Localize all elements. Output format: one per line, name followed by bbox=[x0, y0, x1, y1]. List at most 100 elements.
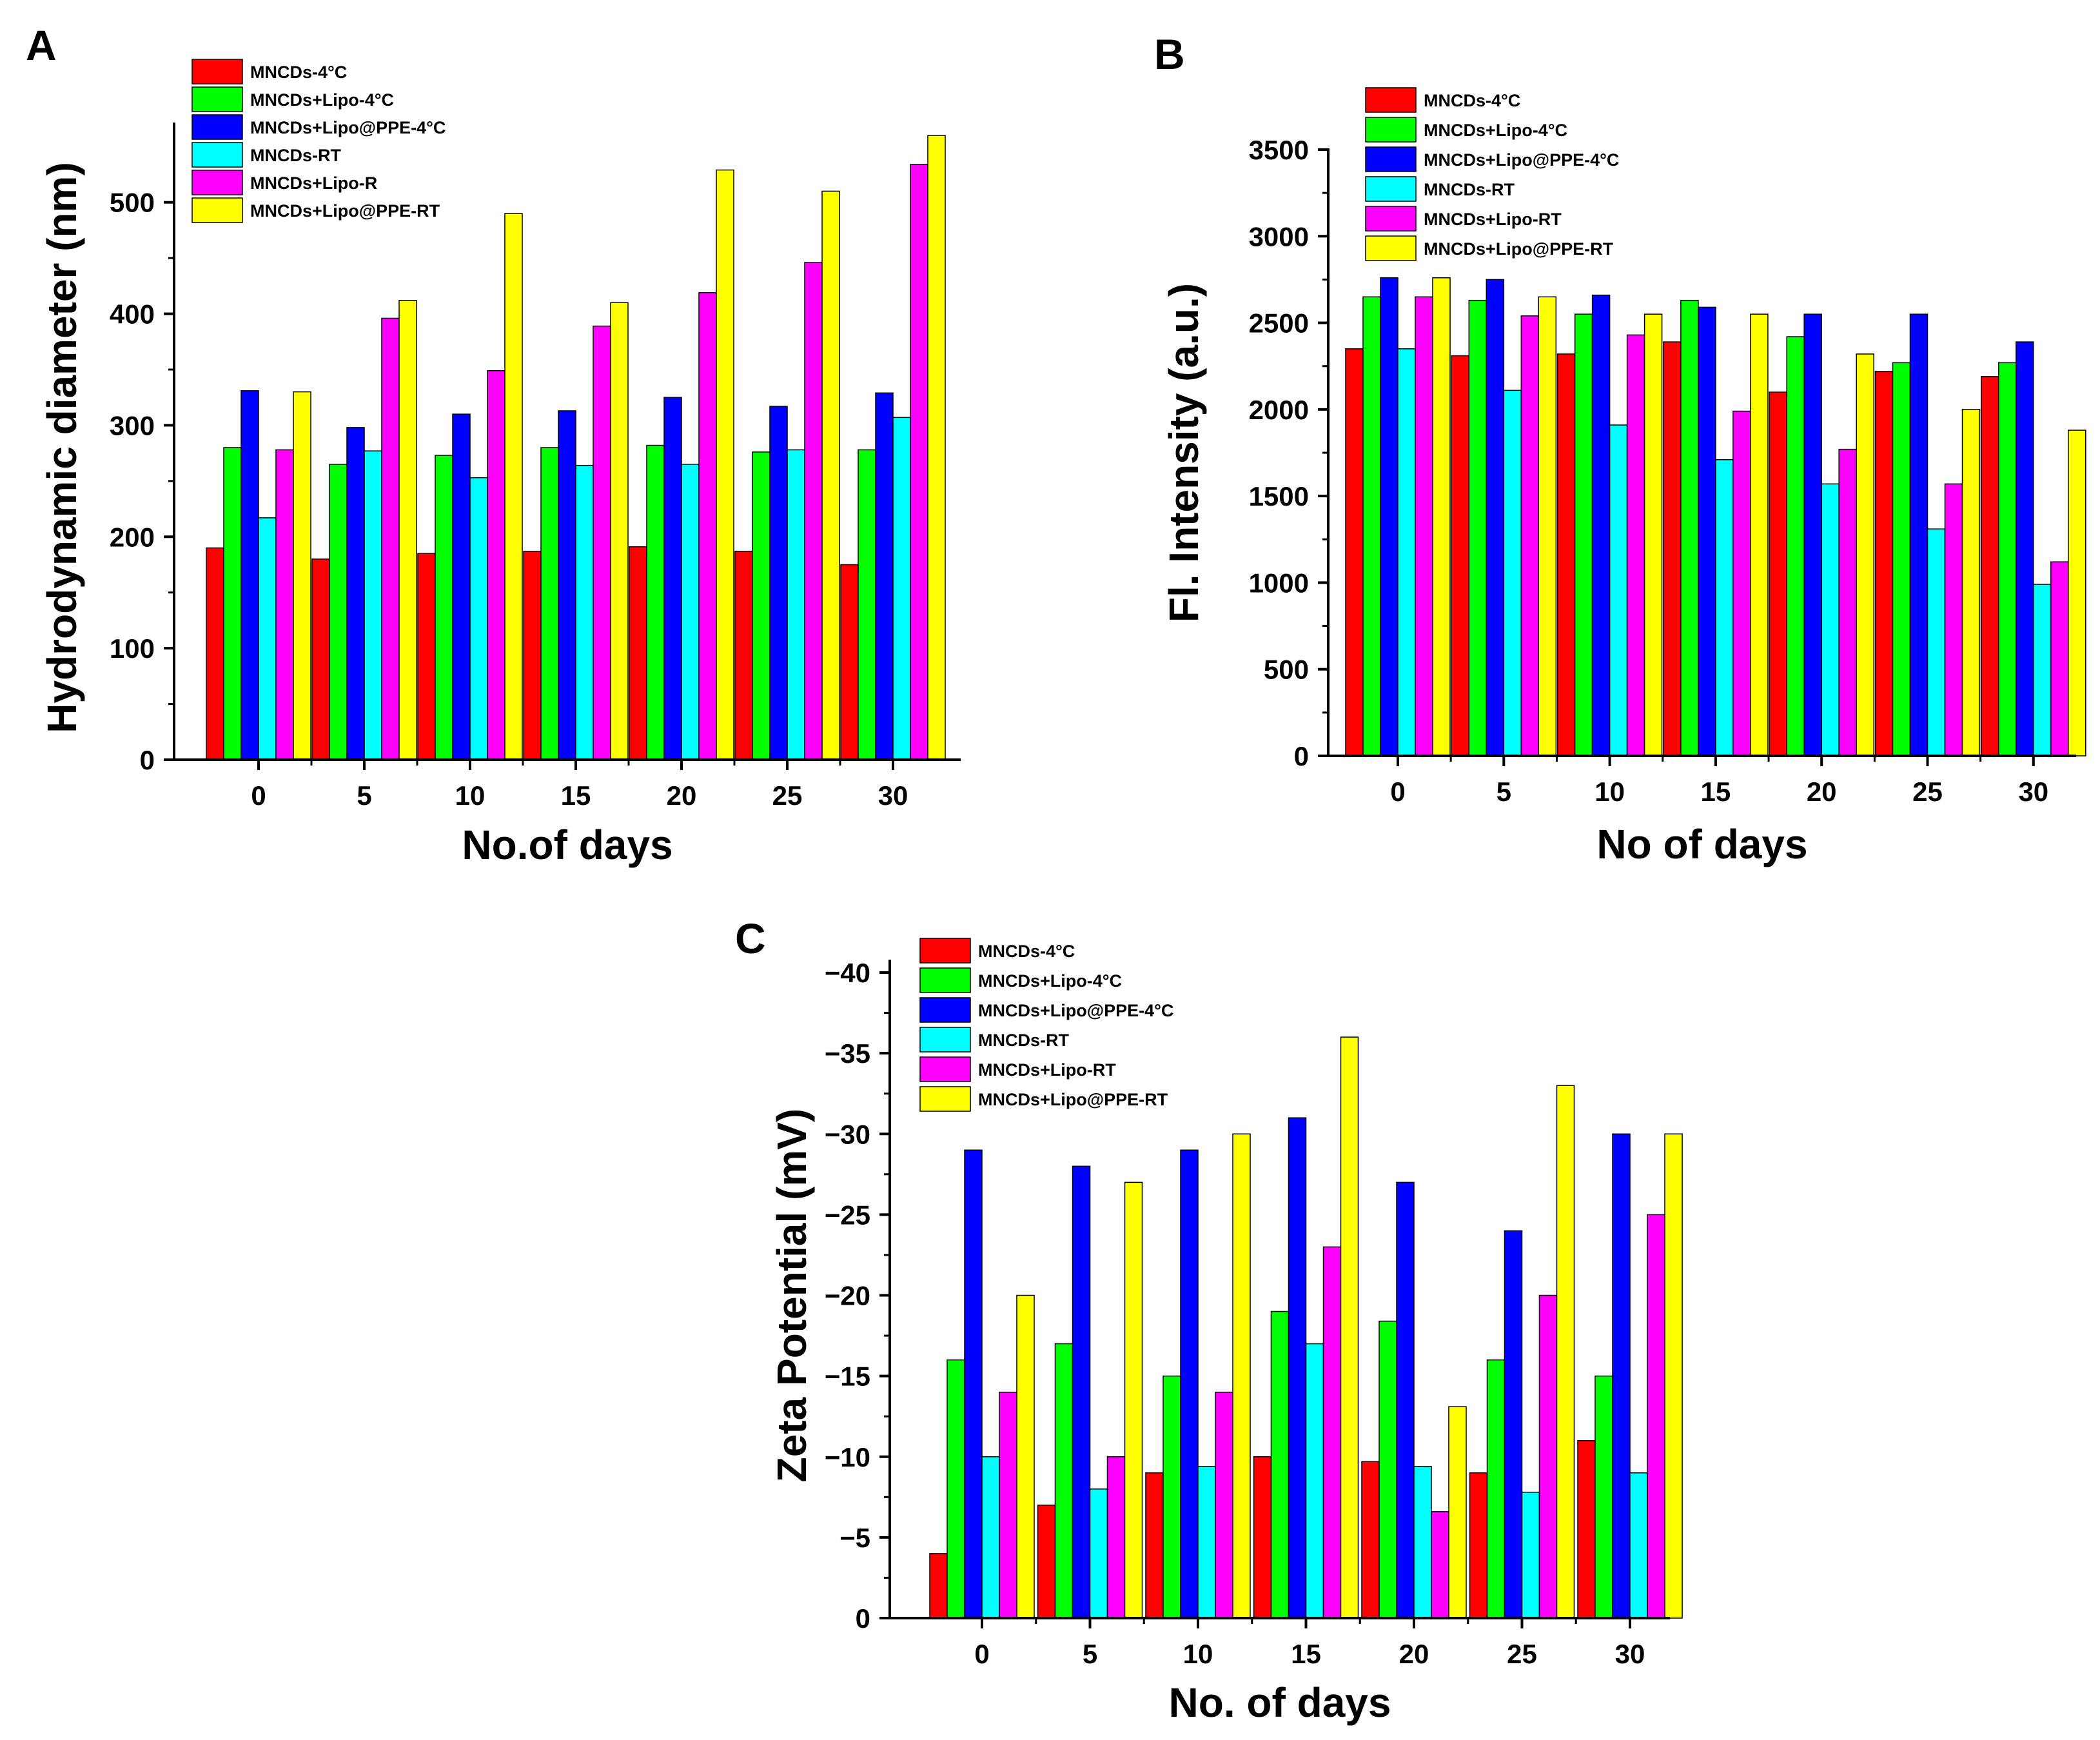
legend-label: MNCDs+Lipo-RT bbox=[1424, 210, 1562, 229]
bar-mncds-rt-day-10 bbox=[469, 477, 488, 760]
y-tick-label: −20 bbox=[825, 1281, 870, 1311]
x-tick-label: 15 bbox=[1291, 1639, 1321, 1669]
legend-swatch bbox=[1365, 206, 1417, 232]
bar-mncds-lipo-ppe-rt-day-15 bbox=[1750, 313, 1769, 756]
bar-mncds-4c-day-5 bbox=[1037, 1505, 1056, 1619]
bar-mncds-rt-day-30 bbox=[2033, 584, 2052, 756]
legend-label: MNCDs+Lipo-R bbox=[250, 173, 377, 193]
bar-mncds-4c-day-10 bbox=[1556, 353, 1576, 756]
legend-label: MNCDs-RT bbox=[250, 146, 341, 165]
bar-mncds-lipo-ppe-4c-day-5 bbox=[1486, 279, 1505, 756]
bar-mncds-4c-day-25 bbox=[734, 551, 753, 760]
bar-mncds-rt-day-5 bbox=[1503, 390, 1522, 756]
bar-mncds-lipo-ppe-rt-day-30 bbox=[2068, 430, 2086, 756]
legend-swatch bbox=[1365, 87, 1417, 113]
chart-panel-a: A 0 100 200 300 400 500 0 5 10 15 20 25 30 Hydrodynami… bbox=[26, 21, 961, 868]
bar-mncds-lipo-4c-day-5 bbox=[1054, 1343, 1074, 1619]
y-tick-label: 200 bbox=[110, 522, 155, 552]
bar-mncds-lipo-ppe-4c-day-5 bbox=[346, 427, 365, 760]
legend-label: MNCDs-4°C bbox=[978, 942, 1075, 961]
legend-label: MNCDs-4°C bbox=[250, 63, 347, 82]
x-tick-label: 20 bbox=[1399, 1639, 1429, 1669]
y-tick-label: −40 bbox=[825, 958, 870, 988]
bar-mncds-rt-day-0 bbox=[1397, 348, 1416, 756]
bar-mncds-lipo-rt-day-5 bbox=[1520, 315, 1540, 756]
bar-mncds-rt-day-30 bbox=[892, 417, 911, 760]
bar-mncds-lipo-rt-day-0 bbox=[1415, 296, 1433, 756]
bar-mncds-lipo-4c-day-30 bbox=[1998, 362, 2017, 756]
bar-mncds-rt-day-10 bbox=[1609, 424, 1628, 756]
legend: MNCDs-4°C MNCDs+Lipo-4°C MNCDs+Lipo@PPE-4°… bbox=[1365, 87, 1619, 261]
bar-mncds-rt-day-20 bbox=[1821, 483, 1840, 756]
panel-letter: B bbox=[1154, 30, 1185, 78]
legend-label: MNCDs+Lipo@PPE-4°C bbox=[250, 118, 446, 137]
bar-mncds-lipo-ppe-rt-day-15 bbox=[610, 302, 629, 760]
legend-swatch bbox=[191, 197, 243, 223]
x-tick-label: 10 bbox=[1183, 1639, 1213, 1669]
bar-mncds-lipo-4c-day-20 bbox=[1379, 1320, 1397, 1619]
bar-mncds-lipo-ppe-rt-day-10 bbox=[504, 213, 523, 760]
bar-mncds-lipo-rt-day-25 bbox=[1944, 483, 1963, 756]
legend-label: MNCDs+Lipo@PPE-4°C bbox=[978, 1001, 1173, 1020]
legend-label: MNCDs+Lipo-4°C bbox=[250, 90, 394, 110]
x-tick-label: 5 bbox=[1496, 776, 1511, 807]
bar-mncds-lipo-ppe-4c-day-15 bbox=[558, 410, 576, 760]
bar-mncds-lipo-ppe-4c-day-10 bbox=[1591, 294, 1611, 756]
bar-mncds-4c-day-25 bbox=[1469, 1472, 1488, 1619]
bar-mncds-lipo-ppe-4c-day-25 bbox=[1504, 1230, 1523, 1619]
bar-mncds-lipo-rt-day-10 bbox=[1626, 334, 1645, 756]
legend-swatch bbox=[191, 142, 243, 168]
bar-mncds-lipo-ppe-4c-day-20 bbox=[663, 397, 682, 760]
bar-mncds-lipo-4c-day-5 bbox=[329, 464, 348, 760]
legend-label: MNCDs+Lipo@PPE-RT bbox=[250, 201, 440, 221]
bar-mncds-4c-day-30 bbox=[1577, 1439, 1596, 1619]
bar-mncds-lipo-ppe-4c-day-30 bbox=[875, 392, 894, 760]
bar-mncds-lipo-ppe-rt-day-5 bbox=[398, 300, 417, 760]
bar-mncds-lipo-ppe-rt-day-30 bbox=[927, 135, 946, 760]
y-axis-title: Hydrodynamic diameter (nm) bbox=[39, 162, 85, 733]
legend-swatch bbox=[1365, 176, 1417, 202]
bar-mncds-lipo-rt-day-15 bbox=[593, 325, 611, 760]
bar-mncds-lipo-4c-day-20 bbox=[646, 444, 665, 760]
bar-mncds-lipo-rt-day-0 bbox=[275, 449, 294, 760]
bar-mncds-4c-day-30 bbox=[840, 564, 859, 760]
bar-mncds-lipo-4c-day-5 bbox=[1468, 299, 1487, 756]
y-tick-label: 0 bbox=[856, 1603, 870, 1634]
bar-mncds-lipo-rt-day-30 bbox=[910, 164, 928, 760]
bar-mncds-lipo-ppe-4c-day-10 bbox=[452, 413, 471, 760]
bar-mncds-4c-day-10 bbox=[1145, 1472, 1164, 1619]
x-tick-label: 0 bbox=[1390, 776, 1405, 807]
bar-mncds-rt-day-20 bbox=[1413, 1466, 1432, 1619]
bar-mncds-4c-day-15 bbox=[1663, 341, 1682, 756]
x-tick-label: 10 bbox=[455, 780, 486, 811]
legend-label: MNCDs+Lipo@PPE-RT bbox=[1424, 239, 1614, 259]
x-tick-label: 0 bbox=[974, 1639, 989, 1669]
legend-swatch bbox=[919, 997, 971, 1023]
y-tick-label: −10 bbox=[825, 1442, 870, 1472]
bar-mncds-lipo-4c-day-20 bbox=[1786, 336, 1805, 756]
bar-mncds-lipo-ppe-rt-day-25 bbox=[1556, 1085, 1575, 1619]
x-tick-label: 30 bbox=[1615, 1639, 1645, 1669]
legend-label: MNCDs+Lipo@PPE-4°C bbox=[1424, 150, 1619, 170]
bar-mncds-lipo-ppe-4c-day-25 bbox=[769, 406, 788, 760]
legend-label: MNCDs+Lipo-RT bbox=[978, 1060, 1116, 1080]
y-tick-label: 300 bbox=[110, 410, 155, 440]
bar-mncds-lipo-ppe-4c-day-0 bbox=[964, 1149, 983, 1619]
panel-letter: A bbox=[26, 21, 57, 69]
bar-mncds-lipo-ppe-4c-day-5 bbox=[1072, 1165, 1091, 1619]
y-axis-title: Zeta Potential (mV) bbox=[769, 1109, 815, 1483]
bar-mncds-lipo-rt-day-5 bbox=[1106, 1456, 1126, 1619]
legend-swatch bbox=[1365, 146, 1417, 172]
bar-mncds-lipo-ppe-rt-day-30 bbox=[1664, 1133, 1683, 1619]
chart-panel-c: C 0 −5 −10 −15 −20 −25 −30 −35 −40 0 5 10 15 20 25 30 Zet… bbox=[735, 914, 1683, 1726]
bar-mncds-lipo-4c-day-10 bbox=[435, 455, 453, 760]
x-tick-label: 30 bbox=[878, 780, 908, 811]
y-tick-label: −30 bbox=[825, 1119, 870, 1149]
bar-mncds-lipo-ppe-4c-day-25 bbox=[1909, 313, 1928, 756]
bar-mncds-lipo-ppe-rt-day-5 bbox=[1538, 296, 1557, 756]
bar-mncds-lipo-ppe-4c-day-15 bbox=[1698, 306, 1716, 756]
y-tick-label: −5 bbox=[839, 1523, 870, 1553]
bar-mncds-rt-day-10 bbox=[1197, 1466, 1216, 1619]
x-tick-label: 15 bbox=[561, 780, 591, 811]
